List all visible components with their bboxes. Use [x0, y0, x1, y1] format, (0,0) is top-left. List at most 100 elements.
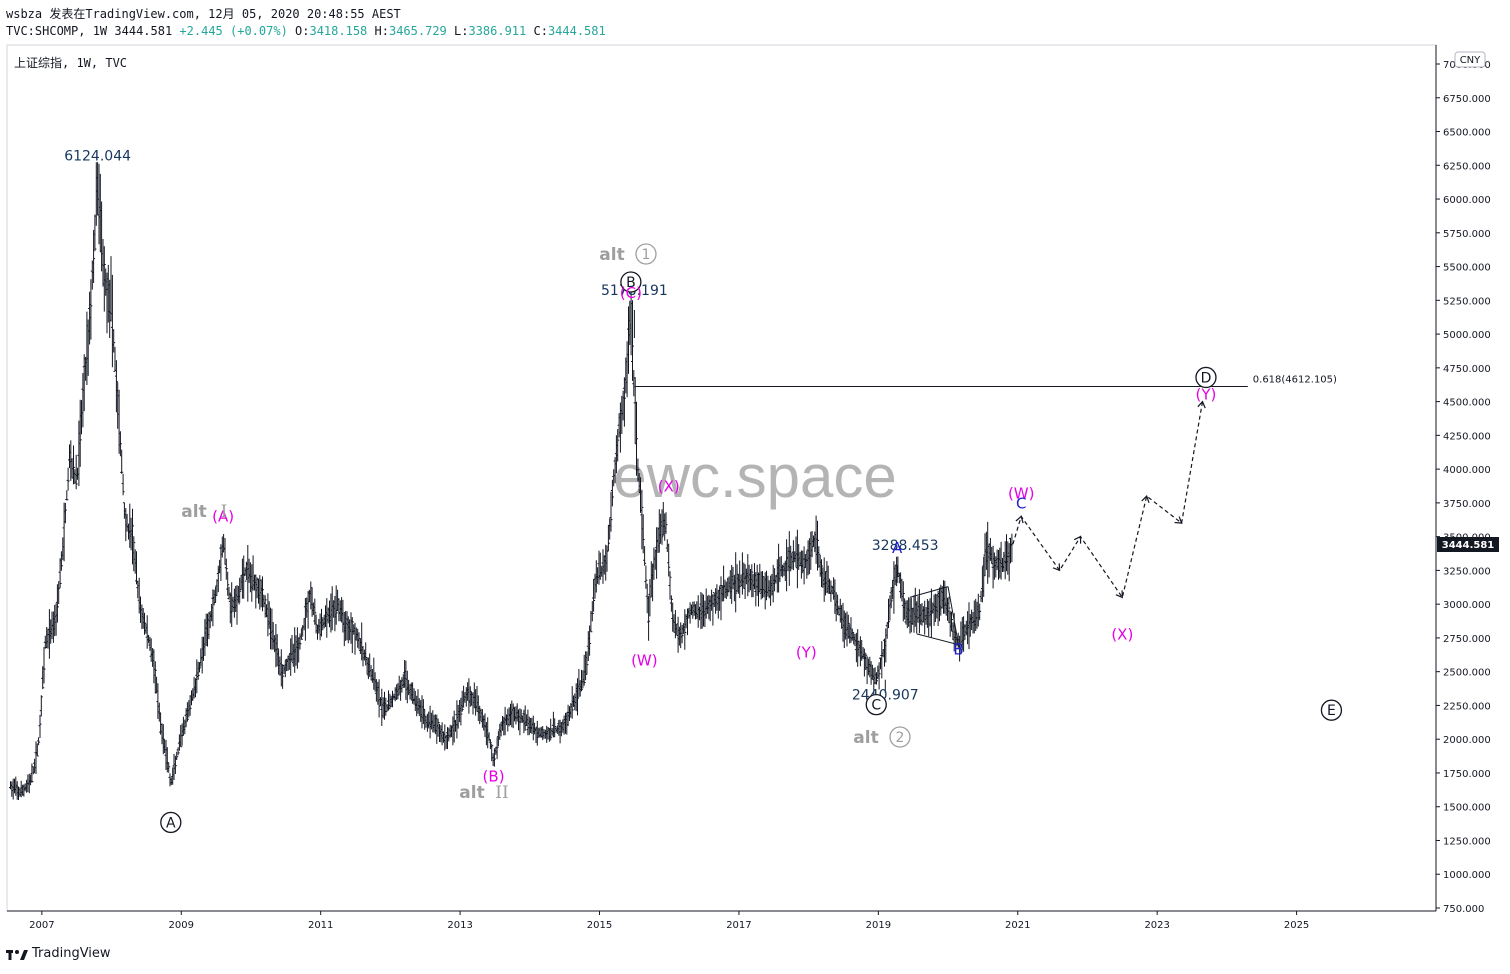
x-tick-label: 2011 [308, 920, 333, 931]
blue-wave-label: C [1016, 494, 1026, 512]
high-value: 3465.729 [388, 24, 447, 38]
magenta-wave-label: (Y) [1196, 385, 1217, 403]
magenta-wave-label: (X) [658, 478, 680, 496]
last-price-tag: 3444.581 [1437, 537, 1499, 552]
alt-circle-marker [635, 243, 657, 265]
circled-wave-label: D [1201, 370, 1212, 386]
alt-label: alt [853, 728, 878, 748]
price-bars [9, 162, 1014, 800]
circled-wave-marker [865, 694, 887, 716]
panel-title: 上证综指, 1W, TVC [14, 56, 128, 70]
y-tick-label: 6500.000 [1443, 128, 1491, 139]
x-tick-label: 2025 [1284, 920, 1309, 931]
fib-label: 0.618(4612.105) [1253, 374, 1337, 385]
y-tick-label: 3750.000 [1443, 499, 1491, 510]
tradingview-footer[interactable]: TradingView [6, 946, 111, 961]
y-tick-label: 2500.000 [1443, 668, 1491, 679]
projection-arrowhead [1073, 535, 1082, 544]
magenta-wave-label: (C) [620, 284, 642, 302]
symbol-label: TVC:SHCOMP, 1W [6, 24, 108, 38]
projection-arrowhead [1115, 590, 1123, 599]
x-tick-label: 2015 [587, 920, 612, 931]
y-tick-label: 1000.000 [1443, 870, 1491, 881]
projection-path [1012, 400, 1206, 599]
circled-wave-marker [1195, 366, 1217, 389]
y-tick-label: 4000.000 [1443, 465, 1491, 476]
triangle-pattern [909, 586, 960, 646]
svg-text:ewc.space: ewc.space [613, 443, 896, 510]
blue-wave-label: B [953, 641, 963, 659]
y-tick-label: 3000.000 [1443, 600, 1491, 611]
ohlc-line: TVC:SHCOMP, 1W 3444.581 +2.445 (+0.07%) … [6, 24, 606, 38]
y-tick-label: 5250.000 [1443, 296, 1491, 307]
tradingview-logo-icon [6, 949, 28, 960]
fib-level: 0.618(4612.105) [634, 374, 1337, 387]
alt-label: alt [181, 502, 206, 522]
y-tick-label: 5750.000 [1443, 229, 1491, 240]
magenta-wave-label: (Y) [796, 644, 817, 662]
x-tick-label: 2007 [29, 920, 54, 931]
magenta-wave-label: (X) [1111, 625, 1133, 643]
circled-wave-marker [160, 811, 182, 834]
x-tick-label: 2017 [726, 920, 751, 931]
magenta-wave-label: (B) [483, 768, 505, 786]
alt-label: alt [599, 245, 624, 265]
circled-wave-label: A [166, 815, 176, 831]
close-label: C: [533, 24, 548, 38]
projection-arrowhead [1141, 495, 1150, 503]
close-value: 3444.581 [547, 24, 606, 38]
y-tick-label: 3250.000 [1443, 566, 1491, 577]
magenta-wave-label: (W) [631, 652, 658, 670]
open-value: 3418.158 [309, 24, 368, 38]
circled-wave-marker [1320, 699, 1343, 721]
circled-wave-marker [620, 271, 642, 293]
y-tick-label: 6000.000 [1443, 195, 1491, 206]
time-axis: 2007 2009 2011 2013 2015 2017 2019 2021 2023 2025 [29, 911, 1309, 931]
price-axis: 750.000 1000.000 1250.000 1500.000 1750.000 2… [1436, 60, 1491, 915]
y-tick-label: 1750.000 [1443, 769, 1491, 780]
x-tick-label: 2023 [1144, 920, 1169, 931]
y-tick-label: 750.000 [1443, 904, 1484, 915]
x-tick-label: 2019 [866, 920, 891, 931]
triangle-lines [909, 586, 960, 646]
y-tick-label: 1500.000 [1443, 803, 1491, 814]
alt-label: alt [459, 783, 484, 803]
y-tick-label: 5500.000 [1443, 263, 1491, 274]
price-extreme-label: 3288.453 [872, 538, 939, 554]
y-tick-label: 2250.000 [1443, 701, 1491, 712]
y-tick-label: 2000.000 [1443, 735, 1491, 746]
projection-arrowhead [1052, 563, 1061, 572]
y-tick-label: 5000.000 [1443, 330, 1491, 341]
wave-labels: 6124.0445178.1913288.4532440.907ABCDE(A)… [64, 148, 1343, 834]
publish-info: wsbza 发表在TradingView.com, 12月 05, 2020 2… [6, 7, 401, 21]
blue-wave-label: A [892, 539, 903, 557]
x-tick-label: 2009 [169, 920, 194, 931]
high-label: H: [374, 24, 389, 38]
open-label: O: [295, 24, 310, 38]
low-value: 3386.911 [468, 24, 527, 38]
magenta-wave-label: (W) [1008, 484, 1035, 502]
alt-numeral: I [221, 502, 228, 522]
price-extreme-label: 6124.044 [64, 148, 131, 164]
projection-arrowhead [1174, 516, 1183, 524]
circled-wave-label: C [871, 698, 881, 714]
y-tick-label: 1250.000 [1443, 836, 1491, 847]
x-tick-label: 2021 [1005, 920, 1030, 931]
candle-bars [9, 162, 1014, 800]
y-tick-label: 6750.000 [1443, 94, 1491, 105]
currency-badge: CNY [1454, 51, 1486, 68]
alt-numeral: 2 [896, 730, 905, 746]
price-change: +2.445 (+0.07%) [179, 24, 288, 38]
last-price: 3444.581 [114, 24, 173, 38]
circled-wave-label: E [1327, 703, 1336, 719]
y-tick-label: 4500.000 [1443, 398, 1491, 409]
y-tick-label: 4750.000 [1443, 364, 1491, 375]
circled-wave-label: B [626, 275, 636, 291]
magenta-wave-label: (A) [212, 508, 234, 526]
y-tick-label: 4250.000 [1443, 431, 1491, 442]
alt-circle-marker [889, 726, 911, 748]
y-tick-label: 6250.000 [1443, 161, 1491, 172]
low-label: L: [454, 24, 469, 38]
x-tick-label: 2013 [447, 920, 472, 931]
